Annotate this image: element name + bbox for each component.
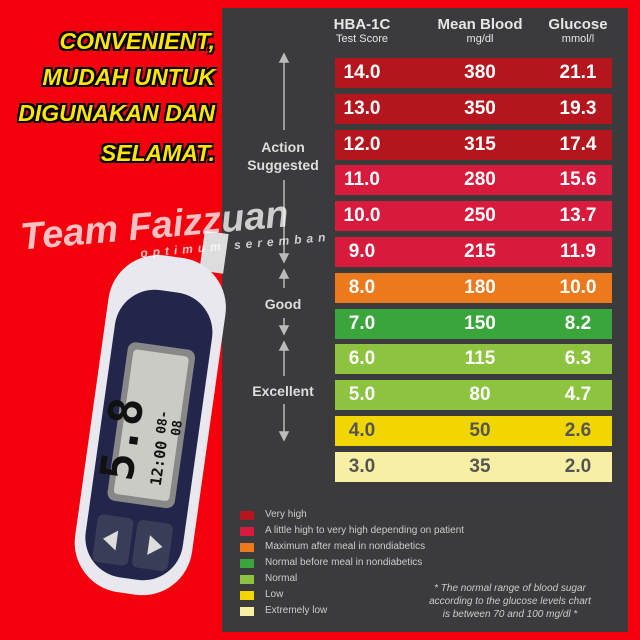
table-cell: 280 [464,169,496,191]
slogan-line: MUDAH UNTUK [42,64,215,90]
header-title: Glucose [548,16,608,33]
table-cell: 6.0 [348,348,376,370]
table-row: 14.0 380 21.1 [335,58,612,88]
table-row: 5.0 80 4.7 [335,380,612,411]
table-cell: 115 [464,348,496,370]
table-cell: 13.7 [559,205,597,227]
table-cell: 15.6 [559,169,597,191]
footnote-line: * The normal range of blood sugar [434,583,586,594]
legend-swatch [240,527,254,536]
legend-label: Normal before meal in nondiabetics [265,557,423,568]
table-row: 6.0 115 6.3 [335,344,612,375]
table-row: 11.0 280 15.6 [335,165,612,196]
legend-label: Normal [265,573,298,584]
slogan-line: CONVENIENT, [59,28,215,54]
legend-label: Low [265,589,284,600]
table-cell: 17.4 [559,133,597,155]
column-header: Mean Blood mg/dl [425,16,535,46]
header-title: Mean Blood [437,16,523,33]
table-cell: 9.0 [348,241,376,262]
table-cell: 5.0 [348,384,376,406]
table-cell: 250 [464,205,496,227]
slogan-line: DIGUNAKAN DAN [18,100,215,126]
meter-date: 08-08 [153,409,186,437]
footnote-line: according to the glucose levels chart [429,596,591,607]
table-cell: 11.0 [344,169,380,191]
legend-label: Maximum after meal in nondiabetics [265,541,426,552]
legend-swatch [240,591,254,600]
group-label: Excellent [252,383,314,399]
legend-swatch [240,607,254,616]
meter-time: 12:00 [146,439,171,487]
table-row: 13.0 350 19.3 [335,93,612,124]
table-cell: 80 [469,384,491,406]
table-row: 4.0 50 2.6 [335,416,612,446]
table-cell: 4.7 [564,384,592,406]
table-cell: 3.0 [348,455,376,477]
header-unit: mmol/l [561,33,595,45]
table-row: 12.0 315 17.4 [335,129,612,160]
table-cell: 12.0 [343,133,381,155]
table-cell: 180 [464,276,496,298]
legend-label: Very high [265,509,307,520]
table-row: 3.0 35 2.0 [335,451,612,482]
table-cell: 14.0 [343,62,381,83]
legend-label: Extremely low [265,605,328,616]
table-cell: 10.0 [559,276,597,298]
glucose-meter [74,230,229,596]
footnote-line: is between 70 and 100 mg/dl * [442,609,578,620]
header-unit: mg/dl [466,33,494,45]
header-unit: Test Score [336,33,388,45]
table-cell: 19.3 [559,97,597,119]
table-cell: 50 [469,420,491,441]
table-cell: 11.9 [560,241,596,262]
legend-swatch [240,543,254,552]
legend-swatch [240,575,254,584]
table-cell: 150 [464,312,496,334]
table-cell: 7.0 [348,312,376,334]
header-title: HBA-1C [333,16,391,33]
table-cell: 215 [464,241,496,262]
legend-label: A little high to very high depending on … [265,525,465,536]
legend-swatch [240,559,254,568]
column-header: HBA-1C Test Score [307,16,417,46]
meter-screen: 5.8 12:00 08-08 [89,387,220,493]
slogan-line: SELAMAT. [100,140,215,166]
table-row: 10.0 250 13.7 [335,201,612,232]
table-cell: 4.0 [348,420,376,441]
meter-reading: 5.8 [89,393,155,484]
table-cell: 6.3 [564,348,592,370]
table-cell: 2.0 [564,455,592,477]
table-cell: 10.0 [343,205,381,227]
table-cell: 21.1 [559,62,597,83]
table-cell: 8.0 [348,276,376,298]
group-label: Action Suggested [247,139,319,173]
table-row: 7.0 150 8.2 [335,308,612,339]
column-header: Glucose mmol/l [523,16,633,46]
table-cell: 35 [469,455,491,477]
table-cell: 13.0 [343,97,381,119]
table-cell: 8.2 [564,312,592,334]
table-cell: 315 [464,133,496,155]
table-cell: 380 [464,62,496,83]
group-label: Good [264,296,302,312]
table-cell: 2.6 [564,420,592,441]
table-row: 8.0 180 10.0 [335,272,612,303]
table-row: 9.0 215 11.9 [335,237,612,267]
table-cell: 350 [464,97,496,119]
legend-swatch [240,511,254,520]
